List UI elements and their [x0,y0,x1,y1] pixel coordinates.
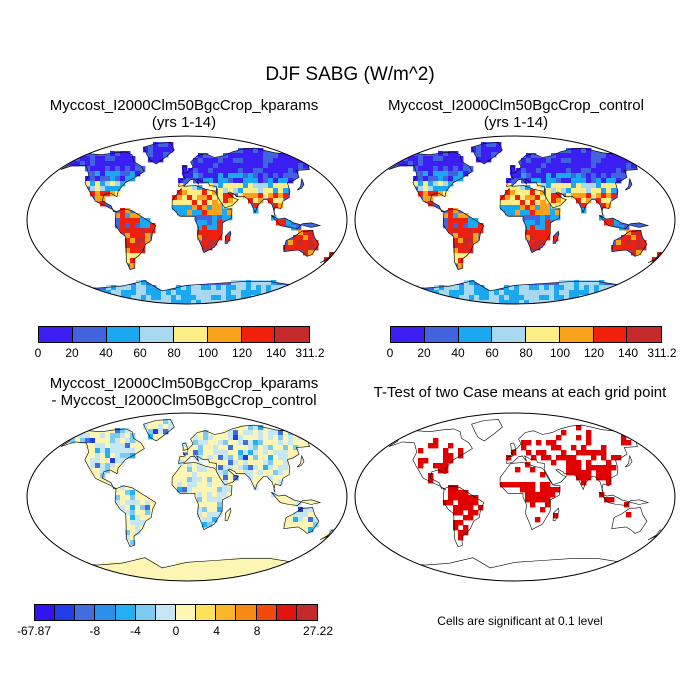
colorbar-tick-label: 311.2 [295,346,325,360]
colorbar-tick-label: 80 [519,346,533,360]
colorbar-swatch [95,605,116,620]
map-kparams [26,135,348,305]
colorbar-tick-label: 0 [386,346,394,360]
colorbar-swatch [216,605,237,620]
colorbar-swatch [275,327,309,342]
colorbar-difference [34,604,318,621]
colorbar-tick-label: 40 [451,346,465,360]
colorbar-swatch [35,605,56,620]
colorbar-swatch [72,327,107,342]
colorbar-swatch [175,605,197,620]
colorbar-swatch [207,327,242,342]
colorbar-kparams [38,326,310,343]
colorbar-tick-label: 100 [197,346,219,360]
colorbar-swatch [593,327,628,342]
colorbar-swatch [241,327,276,342]
colorbar-tick-label: 40 [99,346,113,360]
colorbar-swatch [75,605,96,620]
significance-note: Cells are significant at 0.1 level [437,614,603,628]
panel-title-difference: Myccost_I2000Clm50BgcCrop_kparams - Mycc… [18,375,350,409]
colorbar-swatch [236,605,257,620]
panel-title-control: Myccost_I2000Clm50BgcCrop_control (yrs 1… [350,97,682,131]
colorbar-swatch [627,327,661,342]
colorbar-tick-label: 20 [65,346,79,360]
colorbar-swatch [424,327,459,342]
colorbar-swatch [526,327,560,342]
colorbar-swatch [458,327,493,342]
panel-title-control-line1: Myccost_I2000Clm50BgcCrop_control [388,97,644,114]
panel-title-ttest: T-Test of two Case means at each grid po… [373,384,667,401]
colorbar-tick-label: 100 [549,346,571,360]
colorbar-tick-label: 0 [172,624,180,638]
panel-title-control-line2: (yrs 1-14) [483,114,549,131]
map-control [354,135,676,305]
panel-title-kparams-line1: Myccost_I2000Clm50BgcCrop_kparams [49,97,319,114]
colorbar-swatch [196,605,217,620]
colorbar-swatch [174,327,208,342]
panel-title-difference-line1: Myccost_I2000Clm50BgcCrop_kparams [49,375,319,392]
colorbar-swatch [135,605,156,620]
map-ttest [354,412,676,582]
colorbar-swatch [106,327,141,342]
colorbar-swatch [296,605,317,620]
colorbar-tick-label: 0 [34,346,42,360]
colorbar-tick-label: 140 [617,346,639,360]
map-difference [26,412,348,582]
colorbar-swatch [276,605,297,620]
colorbar-tick-label: 4 [213,624,220,638]
colorbar-swatch [559,327,594,342]
panel-title-kparams-line2: (yrs 1-14) [151,114,217,131]
colorbar-tick-label: 140 [265,346,287,360]
colorbar-tick-label: 27.22 [302,624,334,638]
colorbar-swatch [55,605,76,620]
colorbar-swatch [492,327,526,342]
colorbar-swatch [155,605,176,620]
colorbar-tick-label: 60 [485,346,499,360]
colorbar-tick-label: 80 [167,346,181,360]
colorbar-swatch [256,605,277,620]
colorbar-swatch [115,605,136,620]
colorbar-swatch [140,327,174,342]
panel-title-kparams: Myccost_I2000Clm50BgcCrop_kparams (yrs 1… [18,97,350,131]
figure-title: DJF SABG (W/m^2) [265,64,435,85]
colorbar-tick-label: 8 [253,624,261,638]
colorbar-tick-label: 120 [583,346,605,360]
colorbar-tick-label: 20 [417,346,431,360]
colorbar-swatch [39,327,73,342]
colorbar-tick-label: -67.87 [16,624,52,638]
colorbar-tick-label: -8 [89,624,101,638]
colorbar-tick-label: 311.2 [647,346,677,360]
colorbar-tick-label: -4 [130,624,141,638]
colorbar-tick-label: 60 [133,346,147,360]
colorbar-control [390,326,662,343]
colorbar-tick-label: 120 [231,346,253,360]
colorbar-swatch [391,327,425,342]
panel-title-difference-line2: - Myccost_I2000Clm50BgcCrop_control [51,392,317,409]
